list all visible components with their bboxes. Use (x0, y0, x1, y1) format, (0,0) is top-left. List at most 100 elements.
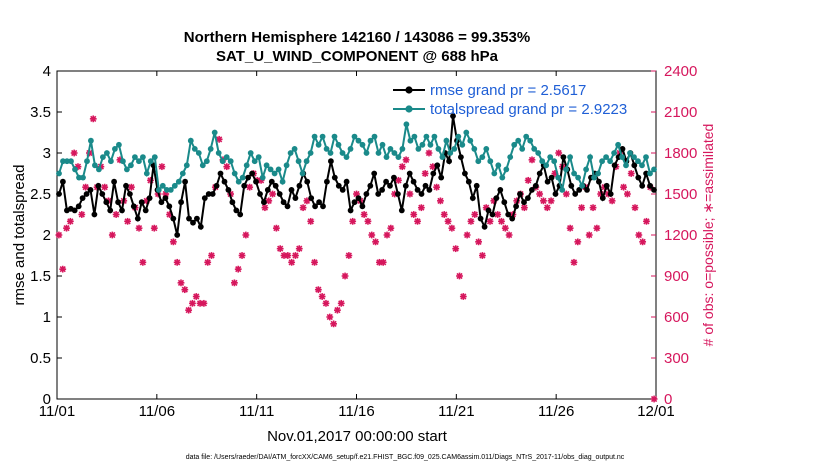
obs-point (70, 149, 78, 157)
obs-point (360, 211, 368, 218)
rmse-point (225, 187, 232, 193)
rmse-point (264, 187, 271, 193)
rmse-point (205, 191, 212, 197)
rmse-point (292, 195, 299, 202)
spread-point (259, 174, 266, 181)
spread-point (72, 166, 78, 173)
rmse-point (257, 191, 263, 197)
spread-point (132, 154, 138, 161)
obs-point (215, 135, 223, 143)
obs-point (295, 245, 303, 253)
obs-point (181, 286, 189, 294)
rmse-point (517, 191, 523, 197)
rmse-point (201, 195, 208, 202)
obs-point (620, 183, 627, 191)
obs-point (406, 190, 414, 198)
rmse-point (379, 187, 385, 193)
spread-point (143, 170, 150, 177)
x-tick-label: 11/11 (239, 403, 274, 420)
rmse-point (320, 203, 326, 210)
spread-point (291, 146, 298, 152)
obs-point (139, 258, 147, 266)
spread-point (419, 141, 426, 148)
rmse-point (123, 182, 129, 189)
rmse-point (462, 170, 468, 177)
rmse-point (134, 215, 141, 222)
rmse-point (596, 178, 602, 185)
legend-rmse-marker (405, 86, 413, 94)
spread-point (639, 162, 645, 169)
rmse-point (103, 199, 110, 206)
rmse-point (501, 199, 508, 206)
spread-point (547, 154, 554, 161)
rmse-point (631, 162, 638, 169)
spread-point (439, 154, 446, 161)
rmse-point (194, 215, 200, 222)
rmse-point (115, 199, 121, 206)
rmse-point (178, 199, 185, 206)
obs-point (127, 183, 135, 191)
obs-point (169, 238, 177, 246)
spread-point (427, 141, 434, 148)
spread-point (287, 150, 294, 156)
spread-point (611, 150, 617, 156)
spread-point (231, 170, 238, 177)
spread-point (495, 162, 502, 169)
obs-point (425, 149, 433, 157)
rmse-point (493, 195, 500, 202)
legend-spread-label: totalspread grand pr = 2.9223 (430, 101, 627, 118)
obs-point (643, 217, 650, 225)
obs-point (528, 156, 536, 164)
y-axis-left-label: rmse and totalspread (11, 165, 28, 306)
rmse-point (213, 182, 220, 189)
rmse-point (568, 182, 575, 189)
x-tick-label: 12/01 (637, 403, 675, 420)
spread-point (591, 174, 597, 181)
rmse-point (142, 207, 149, 214)
rmse-point (560, 154, 567, 161)
rmse-point (469, 195, 476, 202)
rmse-point (529, 187, 535, 193)
spread-point (307, 150, 314, 156)
rmse-point (343, 178, 350, 185)
obs-point (448, 224, 456, 232)
obs-point (59, 265, 67, 273)
y-axis-right: 0 300 600 900 1200 1500 1800 2100 2400 (651, 63, 697, 408)
obs-point (276, 245, 284, 253)
rmse-point (111, 178, 117, 185)
spread-point (515, 137, 522, 144)
rmse-point (395, 191, 401, 197)
rmse-point (280, 199, 287, 206)
rmse-point (71, 207, 78, 214)
obs-point (208, 252, 215, 259)
rmse-point (521, 199, 527, 206)
series-totalspread (56, 121, 657, 193)
obs-point (414, 217, 421, 225)
obs-point (330, 320, 338, 328)
spread-point (219, 158, 226, 165)
spread-point (367, 137, 374, 144)
obs-point (635, 231, 643, 239)
footnote: data file: /Users/raeder/DAI/ATM_forcXX/… (186, 454, 625, 461)
spread-point (116, 141, 122, 148)
y-left-tick-label: 1 (43, 309, 51, 326)
spread-point (447, 150, 454, 156)
obs-point (272, 224, 280, 232)
spread-point (455, 133, 462, 140)
obs-point (650, 395, 658, 403)
rmse-point (217, 170, 224, 177)
obs-point (261, 204, 269, 212)
x-tick-label: 11/16 (338, 403, 374, 420)
rmse-point (158, 199, 165, 206)
rmse-point (576, 187, 583, 193)
spread-point (479, 154, 486, 161)
obs-point (288, 258, 296, 266)
rmse-point (651, 187, 657, 193)
rmse-point (324, 178, 330, 185)
rmse-point (603, 182, 610, 189)
spread-point (207, 146, 214, 152)
obs-point (589, 204, 597, 212)
spread-point (167, 187, 174, 193)
y-right-tick-label: 1200 (664, 227, 697, 244)
obs-point (204, 258, 212, 266)
